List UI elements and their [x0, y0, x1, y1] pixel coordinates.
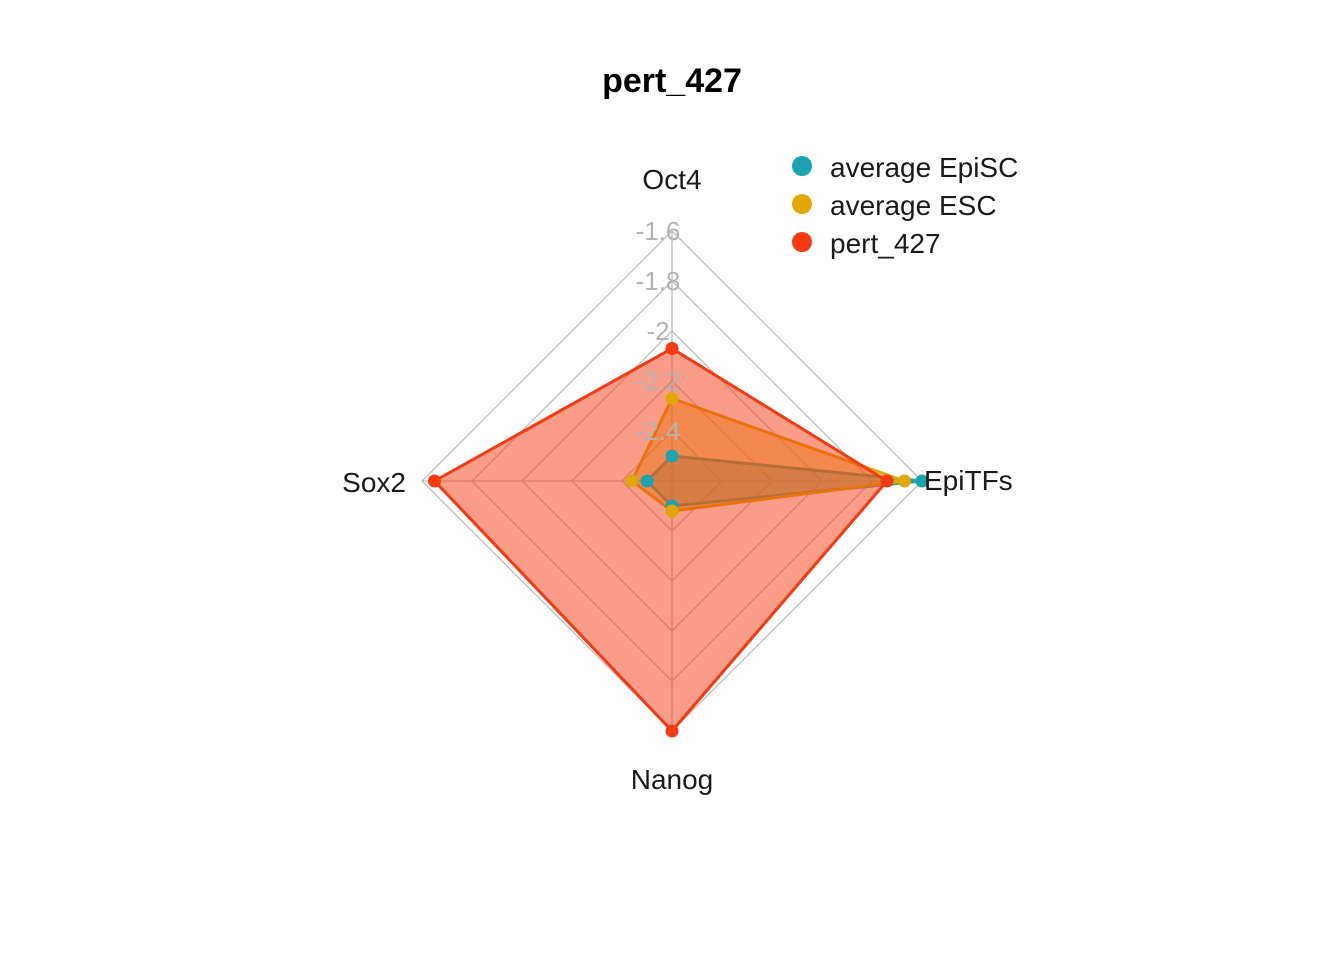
axis-labels: Oct4 EpiTFs Nanog Sox2 — [342, 164, 1013, 795]
axis-label-oct4: Oct4 — [642, 164, 701, 195]
axis-label-nanog: Nanog — [631, 764, 714, 795]
radial-tick-labels: -1.6 -1.8 -2 -2.2 -2.4 — [636, 216, 681, 446]
series-area — [433, 347, 889, 733]
series-point — [625, 474, 639, 488]
legend-marker — [792, 156, 812, 176]
series-point — [665, 724, 679, 738]
series-point — [640, 474, 654, 488]
series-point — [898, 474, 911, 488]
chart-title: pert_427 — [602, 62, 742, 100]
legend-entry: pert_427 — [830, 228, 941, 259]
axis-label-epitfs: EpiTFs — [924, 465, 1013, 496]
legend: average EpiSC average ESC pert_427 — [792, 152, 1018, 259]
series-point — [915, 474, 929, 488]
series-point — [665, 392, 679, 405]
legend-entry: average ESC — [830, 190, 997, 221]
radial-tick-label: -1.8 — [636, 266, 681, 296]
series-point — [665, 504, 679, 518]
radial-tick-label: -2.2 — [636, 366, 681, 396]
series-point — [665, 342, 679, 355]
legend-marker — [792, 232, 812, 252]
radial-tick-label: -2 — [646, 316, 669, 346]
series-point — [665, 449, 679, 463]
radar-series — [428, 342, 929, 738]
legend-entry: average EpiSC — [830, 152, 1018, 183]
radial-tick-label: -2.4 — [636, 416, 681, 446]
legend-marker — [792, 194, 812, 214]
series-point — [428, 474, 441, 488]
radial-tick-label: -1.6 — [636, 216, 681, 246]
axis-label-sox2: Sox2 — [342, 467, 406, 498]
series-point — [880, 474, 894, 488]
